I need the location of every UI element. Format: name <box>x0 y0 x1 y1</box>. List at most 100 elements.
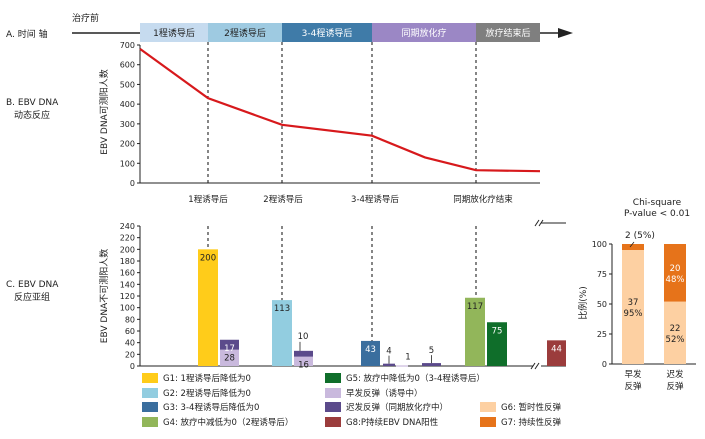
bar-value-label: 16 <box>298 361 309 371</box>
prop-bar-segment <box>622 250 644 364</box>
bar-y-tick-label: 240 <box>120 222 135 231</box>
prop-ylabel: 比例(%) <box>577 286 589 320</box>
legend-label: G8:P持续EBV DNA阳性 <box>346 417 439 428</box>
prop-y-tick-label: 0 <box>602 360 607 369</box>
legend-swatch <box>325 388 341 398</box>
bar-G9 <box>547 340 566 366</box>
timepoint-label: 3-4程诱导后 <box>351 194 399 205</box>
legend-swatch <box>142 417 158 427</box>
proportion-chart: Chi-square P-value < 0.01 2 (5%) 比例(%) 0… <box>577 198 696 392</box>
line-y-tick-label: 300 <box>120 120 135 129</box>
bar-value-label: 10 <box>298 332 309 342</box>
bar-y-tick-label: 220 <box>120 234 135 243</box>
line-y-tick-label: 200 <box>120 140 135 149</box>
prop-bar-segment <box>664 244 686 302</box>
prop-bar-segment <box>664 301 686 364</box>
timeline-segment-label: 1程诱导后 <box>153 27 195 39</box>
legend-label: G2: 2程诱导后降低为0 <box>163 388 251 399</box>
prop-bar-percent: 48% <box>666 275 685 285</box>
prop-bar-segment <box>622 244 644 250</box>
timeline-segment-label: 3-4程诱导后 <box>302 27 353 39</box>
ebv-dna-series-line <box>139 48 541 173</box>
prop-category-label: 反弹 <box>624 381 642 392</box>
prop-annotation-leader <box>629 241 635 248</box>
bar-chart: EBV DNA不可测阳人数 0 20 40 60 80 100 120 140 160 180 20… <box>98 219 566 371</box>
legend-swatch <box>142 388 158 398</box>
timeline-segment-label: 同期放化疗 <box>401 27 446 39</box>
legend-label: G1: 1程诱导后降低为0 <box>163 373 251 384</box>
prop-bar-count: 22 <box>670 324 681 334</box>
timeline-segment <box>372 23 476 42</box>
prop-y-tick-label: 100 <box>592 240 607 249</box>
prop-y-tick-label: 50 <box>597 300 607 309</box>
legend-label: G4: 放疗中减低为0（2程诱导后） <box>163 417 293 428</box>
section-label-c-line2: 反应亚组 <box>14 291 50 303</box>
bar-y-tick-label: 60 <box>125 327 135 336</box>
timeline-pre-label: 治疗前 <box>72 12 99 24</box>
bar-ylabel: EBV DNA不可测阳人数 <box>98 249 110 343</box>
line-chart: EBV DNA可测阳人数 0 100 200 300 400 500 600 700 1程诱导后… <box>98 41 541 205</box>
section-label-c-line1: C. EBV DNA <box>6 280 59 290</box>
prop-title-line2: P-value < 0.01 <box>624 209 690 219</box>
legend: G1: 1程诱导后降低为0 G2: 2程诱导后降低为0 G3: 3-4程诱导后降低为… <box>142 373 562 428</box>
bar-G5 <box>220 339 239 350</box>
prop-y-tick-label: 75 <box>597 270 607 279</box>
bar-G7b <box>396 365 408 367</box>
bar-y-tick-label: 40 <box>125 339 135 348</box>
bar-y-tick-label: 200 <box>120 245 135 254</box>
line-y-tick-label: 700 <box>120 41 135 50</box>
legend-label: 早发反弹（诱导中） <box>346 388 423 399</box>
timeline-arrowhead <box>558 28 573 38</box>
bar-value-label: 200 <box>200 253 216 263</box>
bar-G7a <box>383 363 395 366</box>
legend-swatch <box>325 373 341 383</box>
bar-value-label: 28 <box>224 354 235 364</box>
prop-bar-count: 20 <box>670 264 681 274</box>
legend-swatch <box>325 402 341 412</box>
bar-value-label: 43 <box>365 345 376 355</box>
bar-y-tick-label: 120 <box>120 292 135 301</box>
legend-label: G5: 放疗中降低为0（3-4程诱导后） <box>346 373 485 384</box>
bar-G6a <box>294 350 313 357</box>
bar-G3 <box>361 340 380 366</box>
line-y-tick-label: 400 <box>120 100 135 109</box>
bar-value-label: 17 <box>224 344 235 354</box>
timeline-segment <box>282 23 372 42</box>
timeline-segment <box>476 23 540 42</box>
prop-bar-percent: 95% <box>624 309 643 319</box>
bar-y-tick-label: 140 <box>120 280 135 289</box>
legend-label: 迟发反弹（同期放化疗中） <box>346 402 448 413</box>
line-y-tick-label: 0 <box>130 179 135 188</box>
timepoint-label: 同期放化疗结束 <box>453 194 513 205</box>
prop-category-label: 反弹 <box>666 381 684 392</box>
axis-break-mark <box>534 219 540 227</box>
prop-category-label: 早发 <box>624 369 642 380</box>
bar-G8 <box>422 363 441 366</box>
axis-break-mark <box>534 362 540 370</box>
prop-y-tick-label: 25 <box>597 330 607 339</box>
line-y-tick-label: 600 <box>120 61 135 70</box>
section-label-b-line2: 动态反应 <box>14 109 50 121</box>
section-label-a: A. 时间 轴 <box>6 28 48 40</box>
timeline-segment-label: 2程诱导后 <box>224 27 266 39</box>
legend-swatch <box>325 417 341 427</box>
prop-annotation: 2 (5%) <box>625 231 655 241</box>
prop-category-label: 迟发 <box>666 369 684 380</box>
timeline-segment <box>208 23 282 42</box>
bar-value-label: 5 <box>429 346 434 356</box>
legend-swatch <box>142 373 158 383</box>
timepoint-label: 1程诱导后 <box>188 194 228 205</box>
bar-G1 <box>198 249 218 366</box>
timeline: 治疗前 1程诱导后 2程诱导后 3-4程诱导后 同期放化疗 放疗结束后 <box>72 12 573 42</box>
legend-label: G3: 3-4程诱导后降低为0 <box>163 402 259 413</box>
legend-label: G7: 持续性反弹 <box>501 417 562 428</box>
legend-swatch <box>480 417 496 427</box>
legend-swatch <box>480 402 496 412</box>
bar-G5b <box>220 349 239 366</box>
legend-swatch <box>142 402 158 412</box>
bar-y-tick-label: 160 <box>120 269 135 278</box>
bar-G4 <box>465 297 485 366</box>
bar-value-label: 75 <box>492 326 503 336</box>
line-y-tick-label: 100 <box>120 159 135 168</box>
